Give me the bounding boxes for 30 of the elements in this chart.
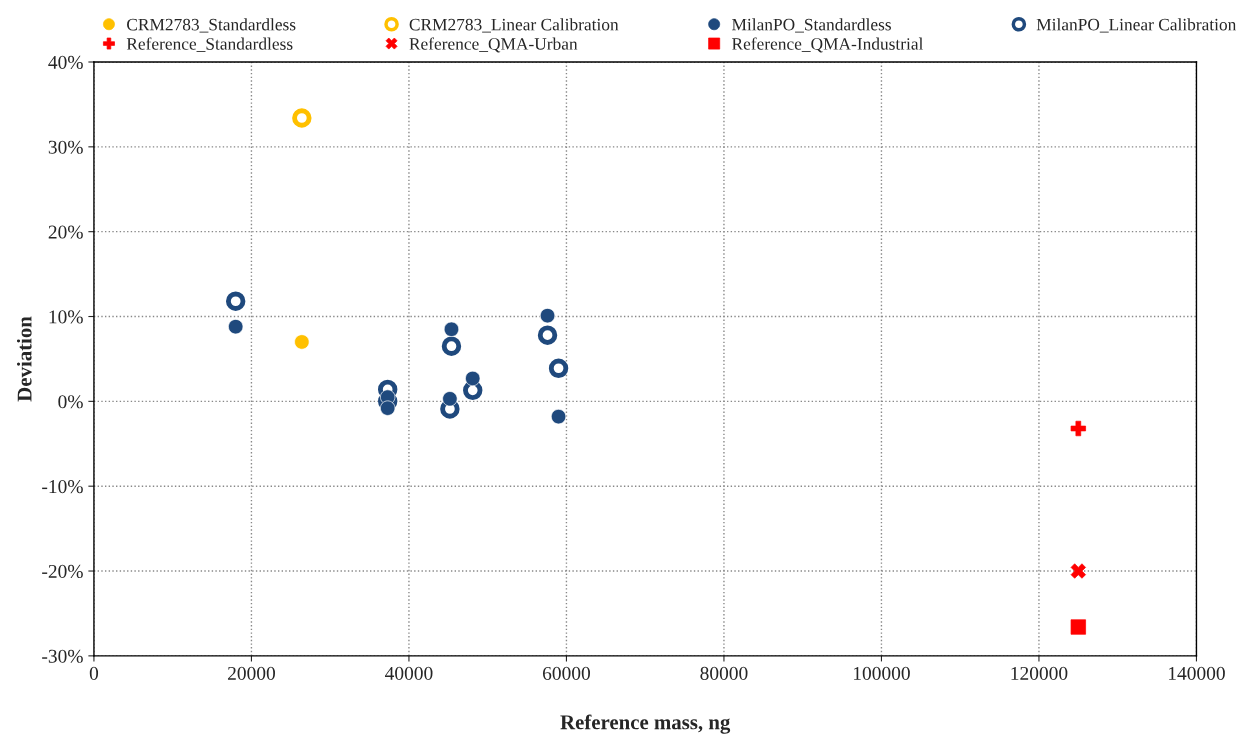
x-tick-label: 0: [89, 666, 99, 680]
y-tick-label: -20%: [42, 564, 83, 579]
legend-label: CRM2783_Linear Calibration: [409, 18, 619, 33]
point: [537, 325, 558, 345]
point: [548, 358, 569, 378]
x-tick-label: 140000: [1168, 666, 1225, 680]
x-tick-label: 120000: [1011, 666, 1068, 680]
legend-label: MilanPO_Linear Calibration: [1036, 18, 1236, 33]
y-tick-label: 30%: [48, 140, 83, 154]
point: [441, 336, 462, 356]
y-tick-label: 10%: [49, 310, 83, 324]
x-tick-label: 60000: [542, 666, 591, 680]
legend-label: Reference_QMA-Urban: [409, 37, 578, 53]
legend-label: Reference_Standardless: [126, 37, 293, 52]
y-tick-label: -10%: [42, 480, 83, 494]
point: [225, 291, 246, 311]
x-tick-label: 20000: [227, 666, 275, 680]
legend-label: CRM2783_Standardless: [127, 18, 296, 33]
y-tick-label: 40%: [48, 55, 83, 69]
y-tick-label: 20%: [48, 225, 83, 239]
x-tick-label: 100000: [853, 666, 910, 680]
legend-label: MilanPO_Standardless: [732, 18, 891, 33]
y-axis-title: Deviation: [16, 316, 32, 402]
legend-label: Reference_QMA-Industrial: [732, 37, 924, 53]
y-tick-label: -30%: [42, 649, 83, 663]
x-axis-title: Reference mass, ng: [560, 714, 731, 734]
y-tick-label: 0%: [58, 395, 83, 409]
x-tick-label: 40000: [385, 666, 433, 680]
x-tick-label: 80000: [700, 666, 748, 680]
point: [292, 108, 312, 128]
